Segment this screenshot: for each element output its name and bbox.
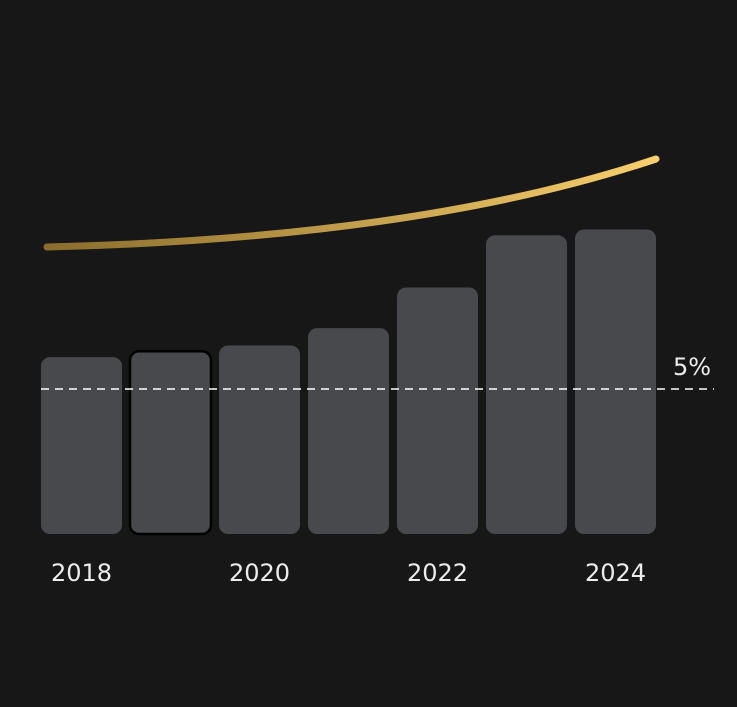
bar bbox=[219, 345, 300, 534]
bar bbox=[308, 328, 389, 534]
bar bbox=[575, 229, 656, 534]
bar bbox=[397, 287, 478, 534]
reference-label: 5% bbox=[673, 353, 711, 381]
x-tick-label: 2020 bbox=[229, 559, 290, 587]
x-tick-label: 2022 bbox=[407, 559, 468, 587]
bar bbox=[41, 357, 122, 534]
x-tick-label: 2024 bbox=[585, 559, 646, 587]
x-tick-label: 2018 bbox=[51, 559, 112, 587]
trend-curve bbox=[43, 155, 660, 251]
bar bbox=[486, 235, 567, 535]
bar bbox=[128, 350, 213, 536]
